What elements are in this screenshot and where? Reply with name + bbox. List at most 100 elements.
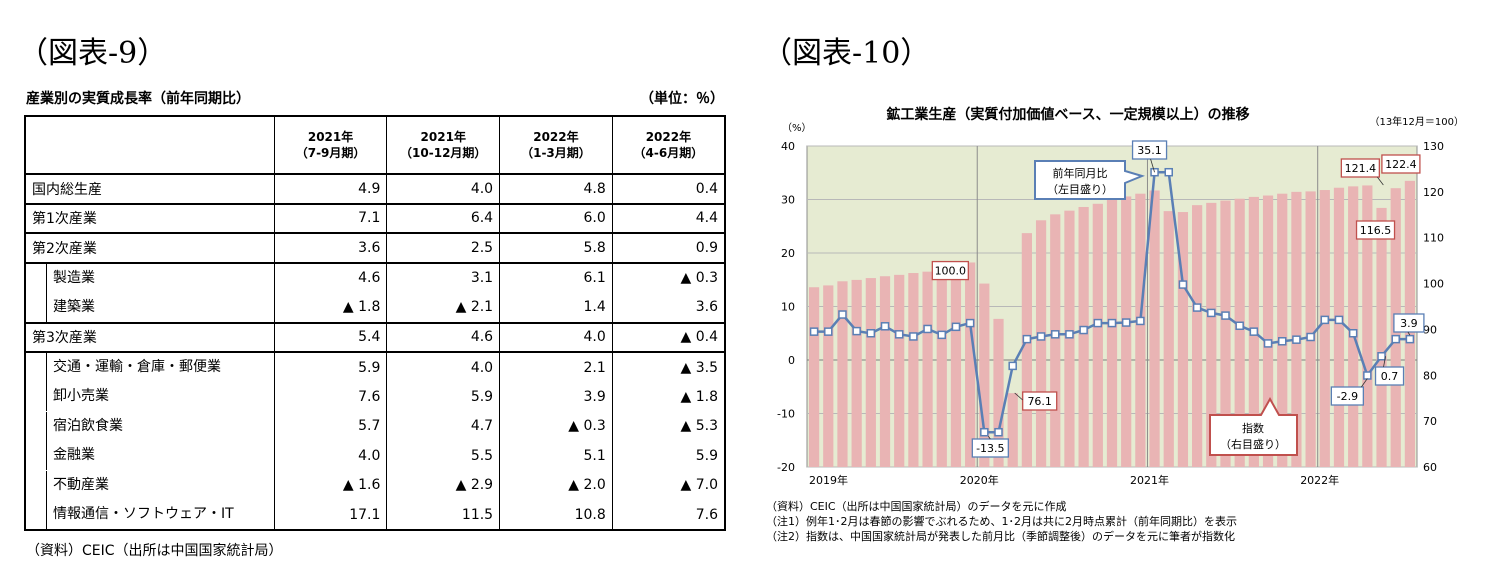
table-cell: ▲ 1.8 bbox=[273, 292, 387, 324]
index-bar bbox=[950, 265, 962, 467]
table-cell: 5.9 bbox=[273, 351, 387, 382]
index-bar bbox=[894, 274, 905, 467]
yoy-marker bbox=[1334, 315, 1344, 325]
index-bar bbox=[1149, 190, 1160, 467]
yoy-annotation-box bbox=[1131, 140, 1168, 160]
row-label: 第1次産業 bbox=[23, 202, 275, 234]
index-annotation: 122.4 bbox=[1385, 158, 1417, 171]
table-cell: 0.4 bbox=[611, 173, 726, 205]
table-row: 交通・運輸・倉庫・郵便業 5.9 4.0 2.1 ▲ 3.5 bbox=[23, 351, 726, 382]
yoy-callout-shape bbox=[1034, 160, 1146, 200]
yoy-marker bbox=[1022, 334, 1032, 344]
header-col: 2021年 （7-9月期） bbox=[273, 115, 387, 175]
annotation-leader bbox=[1014, 392, 1023, 401]
index-bar bbox=[1362, 185, 1373, 467]
yoy-marker bbox=[1192, 303, 1202, 312]
index-annotation-box bbox=[1355, 220, 1396, 240]
chart-svg: 鉱工業生産（実質付加価値ベース、一定規模以上）の推移 （%） （13年12月＝1… bbox=[777, 106, 1464, 487]
chart-note-2: （注2）指数は、中国国家統計局が発表した前月比（季節調整後）のデータを元に筆者が… bbox=[766, 530, 1235, 543]
yoy-marker bbox=[1207, 308, 1216, 318]
table-cell: 11.5 bbox=[386, 500, 500, 531]
header-year: 2021年 bbox=[420, 130, 466, 144]
right-tick-label: 90 bbox=[1423, 323, 1437, 336]
row-label: 情報通信・ソフトウェア・IT bbox=[23, 500, 275, 531]
table-row: 卸小売業 7.6 5.9 3.9 ▲ 1.8 bbox=[23, 382, 726, 412]
yoy-marker bbox=[1235, 321, 1244, 331]
table-cell: 6.1 bbox=[499, 261, 613, 293]
table-cell: 7.6 bbox=[611, 500, 726, 531]
table-row: 第2次産業 3.6 2.5 5.8 0.9 bbox=[23, 232, 726, 264]
right-tick-label: 60 bbox=[1423, 461, 1437, 474]
table-cell: ▲ 2.1 bbox=[386, 292, 500, 324]
yoy-marker bbox=[1093, 318, 1103, 328]
annotation-leader bbox=[1361, 378, 1368, 388]
row-label: 国内総生産 bbox=[23, 173, 275, 205]
table-cell: 1.4 bbox=[499, 292, 613, 324]
index-bar bbox=[1106, 199, 1118, 467]
table-cell: 6.4 bbox=[386, 202, 500, 234]
index-bar bbox=[1021, 233, 1032, 467]
table-cell: ▲ 0.4 bbox=[611, 321, 726, 353]
row-label: 金融業 bbox=[23, 441, 275, 471]
index-bar bbox=[1007, 393, 1018, 467]
table-cell: ▲ 1.8 bbox=[611, 382, 726, 412]
table-cell: ▲ 2.0 bbox=[499, 470, 613, 500]
yoy-marker bbox=[1079, 325, 1088, 335]
left-axis-unit: （%） bbox=[782, 122, 812, 134]
yoy-annotation-box bbox=[1330, 386, 1364, 406]
header-year: 2021年 bbox=[307, 130, 354, 144]
index-annotation-box bbox=[1022, 391, 1058, 411]
yoy-callout-text: （左目盛り） bbox=[1047, 182, 1113, 196]
index-callout-text: （右目盛り） bbox=[1220, 437, 1286, 451]
table-cell: 7.6 bbox=[273, 382, 387, 412]
index-bar bbox=[993, 318, 1004, 467]
yoy-annotation: -2.9 bbox=[1337, 390, 1358, 403]
table-cell: 5.4 bbox=[273, 321, 387, 353]
index-callout-text: 指数 bbox=[1242, 421, 1264, 435]
table-cell: 3.9 bbox=[499, 382, 613, 412]
left-tick-label: -10 bbox=[777, 408, 795, 421]
index-bar bbox=[922, 271, 933, 467]
table-cell: 6.0 bbox=[499, 202, 613, 234]
table-cell: ▲ 0.3 bbox=[611, 261, 726, 293]
yoy-callout-text: 前年同月比 bbox=[1053, 166, 1108, 180]
table-cell: 4.0 bbox=[273, 441, 387, 471]
row-label-text: 卸小売業 bbox=[46, 382, 268, 412]
right-tick-label: 80 bbox=[1423, 369, 1437, 382]
yoy-marker bbox=[1136, 316, 1145, 326]
right-tick-label: 120 bbox=[1423, 186, 1444, 199]
row-label-text: 交通・運輸・倉庫・郵便業 bbox=[46, 353, 268, 382]
left-tick-label: 20 bbox=[781, 247, 795, 260]
index-bar bbox=[1092, 203, 1103, 467]
table-unit: （単位：％） bbox=[640, 91, 724, 107]
index-bar bbox=[1234, 198, 1245, 467]
industrial-production-chart: 鉱工業生産（実質付加価値ベース、一定規模以上）の推移 （%） （13年12月＝1… bbox=[752, 93, 1482, 545]
table-cell: ▲ 3.5 bbox=[611, 351, 726, 382]
row-label-text: 建築業 bbox=[46, 292, 268, 322]
index-bar bbox=[1163, 211, 1174, 467]
table-cell: 4.6 bbox=[386, 321, 500, 353]
index-annotation-box bbox=[1340, 158, 1380, 178]
index-callout-shape bbox=[1209, 396, 1298, 456]
x-tick-label: 2021年 bbox=[1130, 473, 1169, 487]
yoy-marker bbox=[894, 330, 904, 339]
table-cell: 2.5 bbox=[386, 232, 500, 264]
table-source: （資料）CEIC（出所は中国国家統計局） bbox=[26, 543, 283, 559]
table-cell: 5.7 bbox=[273, 411, 387, 441]
yoy-marker bbox=[965, 318, 975, 328]
index-bar bbox=[1192, 205, 1203, 468]
right-tick-label: 110 bbox=[1423, 232, 1444, 245]
table-cell: 5.8 bbox=[499, 232, 613, 264]
yoy-marker bbox=[1405, 334, 1415, 344]
yoy-annotation-box bbox=[1393, 313, 1425, 333]
yoy-marker bbox=[1008, 361, 1017, 371]
header-col: 2022年 （1-3月期） bbox=[499, 115, 613, 175]
index-bar bbox=[1333, 187, 1345, 467]
table-cell: 4.9 bbox=[273, 173, 387, 205]
index-bar bbox=[851, 279, 862, 467]
index-bar bbox=[1206, 202, 1217, 467]
table-cell: 4.0 bbox=[499, 321, 613, 353]
index-annotation: 76.1 bbox=[1027, 395, 1052, 408]
left-tick-label: 30 bbox=[781, 194, 795, 207]
yoy-marker bbox=[1036, 332, 1046, 341]
